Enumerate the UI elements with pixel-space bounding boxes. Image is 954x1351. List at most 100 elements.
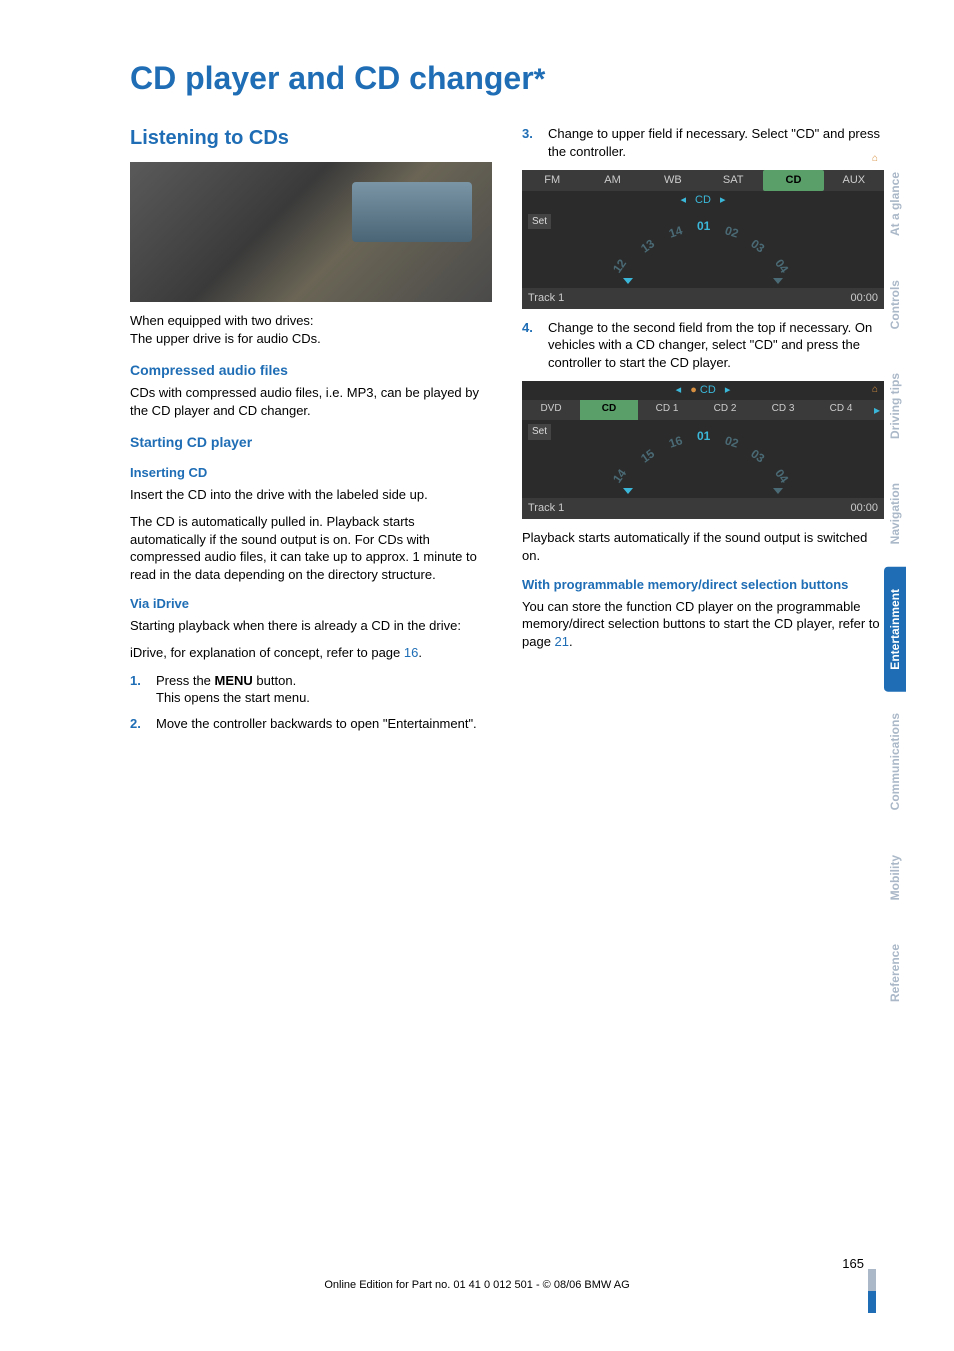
arc-num: 14: [609, 466, 630, 486]
page-link-16[interactable]: 16: [404, 645, 418, 660]
footer-text: Online Edition for Part no. 01 41 0 012 …: [0, 1279, 954, 1291]
time-label: 00:00: [850, 501, 878, 516]
step-1: 1. Press the MENU button. This opens the…: [130, 672, 492, 707]
sub-label: CD: [700, 384, 716, 396]
right-arrow-icon: ▸: [725, 384, 731, 396]
screen1-tab-aux: AUX: [824, 170, 884, 191]
via-idrive-heading: Via iDrive: [130, 595, 492, 613]
screen1-tab-fm: FM: [522, 170, 582, 191]
sub-label: CD: [695, 194, 711, 206]
screen1-tab-wb: WB: [643, 170, 703, 191]
down-triangle-icon: [623, 278, 633, 284]
section-heading: Listening to CDs: [130, 125, 492, 152]
text: You can store the function CD player on …: [522, 599, 880, 649]
page-marker-icon: [868, 1291, 876, 1313]
step-body: Change to the second field from the top …: [548, 319, 884, 372]
two-drives-text: When equipped with two drives: The upper…: [130, 312, 492, 347]
steps-list: 1. Press the MENU button. This opens the…: [130, 672, 492, 733]
side-tab-at-a-glance[interactable]: At a glance: [884, 150, 906, 258]
step-body: Press the MENU button. This opens the st…: [156, 672, 492, 707]
arc-num: 03: [748, 235, 768, 256]
playback-text: Playback starts automatically if the sou…: [522, 529, 884, 564]
step-number: 1.: [130, 672, 146, 707]
starting-heading: Starting CD player: [130, 433, 492, 452]
screen1-footer: Track 1 00:00: [522, 288, 884, 309]
step-body: Move the controller backwards to open "E…: [156, 715, 492, 733]
screen2-subtab-dvd: DVD: [522, 400, 580, 420]
idrive-screen-1: FM AM WB SAT CD AUX ⌂ ◂ CD ▸ Set: [522, 170, 884, 309]
screen1-tab-cd: CD: [763, 170, 823, 191]
text: .: [569, 634, 573, 649]
arc-num: 14: [667, 222, 685, 242]
step-number: 4.: [522, 319, 538, 372]
track-label: Track 1: [528, 291, 564, 306]
side-tab-navigation[interactable]: Navigation: [884, 461, 906, 566]
screen2-subtab-cd3: CD 3: [754, 400, 812, 420]
down-triangle-icon: [773, 488, 783, 494]
left-arrow-icon: ◂: [680, 194, 686, 206]
left-arrow-icon: ◂: [676, 384, 682, 396]
inserting-heading: Inserting CD: [130, 464, 492, 482]
screen1-body: Set 12 13 14 01 02 03 04: [522, 210, 884, 288]
steps-list-right: 3. Change to upper field if necessary. S…: [522, 125, 884, 160]
screen2-subheader: ◂ ● CD ▸ ⌂: [522, 381, 884, 400]
text: button.: [253, 673, 296, 688]
screen2-footer: Track 1 00:00: [522, 498, 884, 519]
inserting-text-1: Insert the CD into the drive with the la…: [130, 486, 492, 504]
right-column: 3. Change to upper field if necessary. S…: [522, 125, 884, 743]
side-tab-controls[interactable]: Controls: [884, 258, 906, 351]
screen2-subtab-cd4: CD 4: [812, 400, 870, 420]
time-label: 00:00: [850, 291, 878, 306]
left-column: Listening to CDs When equipped with two …: [130, 125, 492, 743]
side-tab-entertainment[interactable]: Entertainment: [884, 567, 906, 692]
page-link-21[interactable]: 21: [555, 634, 569, 649]
screen2-subtabs: DVD CD CD 1 CD 2 CD 3 CD 4 ▸: [522, 400, 884, 420]
arc-num: 04: [771, 466, 792, 486]
screen2-body: Set 14 15 16 01 02 03 04: [522, 420, 884, 498]
side-tab-communications[interactable]: Communications: [884, 691, 906, 832]
side-tab-driving-tips[interactable]: Driving tips: [884, 351, 906, 461]
dashboard-photo: [130, 162, 492, 302]
home-icon: ⌂: [872, 383, 878, 397]
asterisk-icon: *: [534, 63, 546, 96]
screen1-tabs: FM AM WB SAT CD AUX ⌂: [522, 170, 884, 191]
arc-num: 15: [638, 446, 658, 467]
screen1-tab-sat: SAT: [703, 170, 763, 191]
set-label: Set: [528, 424, 551, 440]
prog-heading: With programmable memory/direct selectio…: [522, 576, 884, 594]
text: iDrive, for explanation of concept, refe…: [130, 645, 404, 660]
step-body: Change to upper field if necessary. Sele…: [548, 125, 884, 160]
arc-num: 13: [638, 235, 658, 256]
arc-num-active: 01: [697, 218, 710, 234]
title-text: CD player and CD changer: [130, 60, 534, 96]
text: When equipped with two drives:: [130, 313, 314, 328]
arc-num: 03: [748, 446, 768, 467]
disc-icon: ●: [690, 384, 697, 396]
down-triangle-icon: [623, 488, 633, 494]
via-text-2: iDrive, for explanation of concept, refe…: [130, 644, 492, 662]
inserting-text-2: The CD is automatically pulled in. Playb…: [130, 513, 492, 583]
via-text-1: Starting playback when there is already …: [130, 617, 492, 635]
page-number: 165: [842, 1256, 864, 1271]
arc-numbers: 14 15 16 01 02 03 04: [603, 420, 803, 498]
screen2-subtab-cd1: CD 1: [638, 400, 696, 420]
screen1-tab-am: AM: [582, 170, 642, 191]
track-label: Track 1: [528, 501, 564, 516]
right-caret-icon: ▸: [870, 400, 884, 420]
text: The upper drive is for audio CDs.: [130, 331, 321, 346]
arc-num: 04: [771, 256, 792, 276]
side-tab-reference[interactable]: Reference: [884, 922, 906, 1024]
screen2-subtab-cd: CD: [580, 400, 638, 420]
compressed-text: CDs with compressed audio files, i.e. MP…: [130, 384, 492, 419]
down-triangle-icon: [773, 278, 783, 284]
arc-num: 12: [609, 256, 630, 276]
text: This opens the start menu.: [156, 690, 310, 705]
step-number: 3.: [522, 125, 538, 160]
arc-numbers: 12 13 14 01 02 03 04: [603, 210, 803, 288]
side-tab-mobility[interactable]: Mobility: [884, 833, 906, 922]
menu-bold: MENU: [215, 673, 253, 688]
page-title: CD player and CD changer*: [130, 60, 884, 97]
step-3: 3. Change to upper field if necessary. S…: [522, 125, 884, 160]
step-4: 4. Change to the second field from the t…: [522, 319, 884, 372]
prog-text: You can store the function CD player on …: [522, 598, 884, 651]
